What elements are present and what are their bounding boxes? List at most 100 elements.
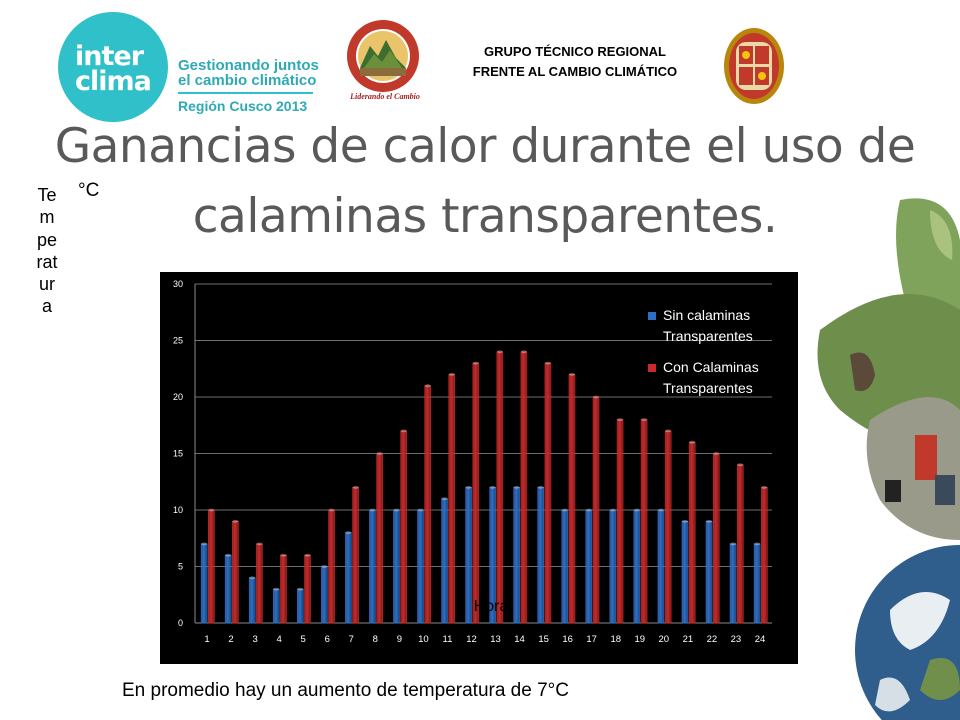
legend-label-series-2: Transparentes [663, 380, 753, 396]
bar-top-highlight [249, 576, 256, 580]
bar-top-highlight [201, 542, 208, 546]
x-tick-label: 16 [562, 634, 573, 645]
bar-series-1 [417, 509, 424, 624]
legend-label-series-1: Transparentes [663, 328, 753, 344]
bar-top-highlight [321, 565, 328, 568]
bar-series-2 [256, 543, 263, 624]
bar-top-highlight [280, 553, 287, 557]
interclima-logo: inter clima Gestionando juntos el cambio… [58, 12, 319, 124]
bar-series-2 [640, 419, 648, 624]
bar-top-highlight [730, 542, 737, 546]
y-tick-label: 5 [178, 562, 183, 572]
x-tick-label: 2 [228, 634, 233, 645]
bar-series-2 [736, 464, 744, 624]
bar-series-2 [328, 509, 335, 624]
bar-top-highlight [208, 508, 215, 512]
interclima-logo-word-clima: clima [75, 66, 152, 97]
bar-series-2 [448, 374, 456, 624]
bar-series-1 [537, 487, 545, 624]
x-tick-label: 9 [397, 634, 402, 645]
seal-motto: Liderando el Cambio [350, 92, 420, 101]
bar-series-1 [489, 487, 496, 624]
bar-series-1 [729, 543, 737, 624]
bar-top-highlight [568, 373, 575, 376]
bar-series-2 [376, 453, 383, 624]
y-tick-label: 0 [178, 618, 183, 628]
bar-top-highlight [297, 587, 304, 591]
bar-top-highlight [713, 452, 720, 455]
x-tick-label: 5 [301, 634, 306, 645]
bar-top-highlight [472, 361, 479, 365]
cusco-coat-of-arms [724, 28, 784, 104]
bar-series-2 [208, 509, 215, 624]
x-tick-label: 17 [586, 634, 597, 645]
bar-series-1 [633, 509, 641, 624]
y-tick-label: 30 [173, 279, 183, 289]
bar-top-highlight [225, 553, 232, 557]
bar-top-highlight [617, 418, 624, 421]
bar-top-highlight [417, 508, 424, 512]
x-tick-label: 7 [349, 634, 354, 645]
bar-series-1 [224, 554, 232, 624]
interclima-tagline-1: Gestionando juntos [178, 57, 319, 74]
x-tick-label: 12 [466, 634, 477, 645]
x-tick-label: 14 [514, 634, 525, 645]
bar-top-highlight [665, 429, 672, 433]
x-tick-label: 10 [418, 634, 429, 645]
bar-series-2 [520, 351, 528, 624]
x-tick-label: 13 [490, 634, 501, 645]
bar-top-highlight [561, 508, 568, 512]
bar-series-1 [297, 588, 304, 624]
slide-title: Ganancias de calor durante el uso de cal… [54, 119, 916, 244]
bar-series-1 [705, 521, 713, 624]
bar-top-highlight [681, 519, 688, 523]
bar-top-highlight [489, 486, 496, 489]
bar-top-highlight [706, 519, 713, 523]
bar-series-1 [513, 487, 520, 624]
x-tick-label: 1 [204, 634, 209, 645]
bar-top-highlight [448, 373, 455, 376]
legend-swatch-series-2 [648, 364, 656, 372]
x-tick-label: 4 [276, 634, 281, 645]
y-tick-label: 10 [173, 505, 183, 515]
y-tick-label: 25 [173, 336, 183, 346]
bar-series-2 [592, 396, 600, 624]
bar-top-highlight [256, 542, 263, 546]
interclima-logo-word-inter: inter [75, 41, 144, 72]
bar-top-highlight [376, 452, 383, 455]
bar-top-highlight [609, 508, 616, 512]
legend-label-series-1: Sin calaminas [663, 307, 750, 323]
bar-series-2 [304, 554, 311, 624]
bar-series-2 [232, 521, 239, 624]
x-tick-label: 21 [683, 634, 694, 645]
x-tick-label: 3 [252, 634, 257, 645]
bar-series-1 [609, 509, 617, 624]
bar-top-highlight [689, 440, 696, 444]
bar-series-1 [585, 509, 593, 624]
bar-series-2 [400, 430, 407, 624]
bar-top-highlight [328, 508, 335, 512]
bar-top-highlight [520, 350, 527, 354]
bar-top-highlight [304, 553, 311, 557]
bar-top-highlight [761, 486, 768, 489]
bar-top-highlight [513, 486, 520, 489]
bar-top-highlight [424, 384, 431, 388]
bar-top-highlight [232, 519, 239, 523]
bar-series-2 [544, 362, 552, 624]
nature-collage-decoration [817, 198, 960, 720]
x-tick-label: 18 [610, 634, 621, 645]
bar-series-1 [248, 577, 256, 624]
grupo-title-line-2: FRENTE AL CAMBIO CLIMÁTICO [472, 64, 678, 79]
bar-series-1 [272, 588, 280, 624]
grupo-tecnico-title: GRUPO TÉCNICO REGIONAL FRENTE AL CAMBIO … [440, 42, 710, 82]
bar-series-1 [657, 509, 665, 624]
bar-chart: 0 5 10 15 20 25 30 1 2 3 4 5 6 7 8 9 10 11 12 13 14 15 16 17 18 1… [160, 272, 798, 664]
x-tick-label: 23 [731, 634, 742, 645]
bar-top-highlight [496, 350, 503, 354]
bar-top-highlight [544, 361, 551, 365]
bar-top-highlight [400, 429, 407, 433]
bar-series-2 [761, 487, 768, 624]
bar-series-1 [200, 543, 208, 624]
bar-top-highlight [585, 508, 592, 512]
interclima-tagline-divider [178, 92, 313, 94]
